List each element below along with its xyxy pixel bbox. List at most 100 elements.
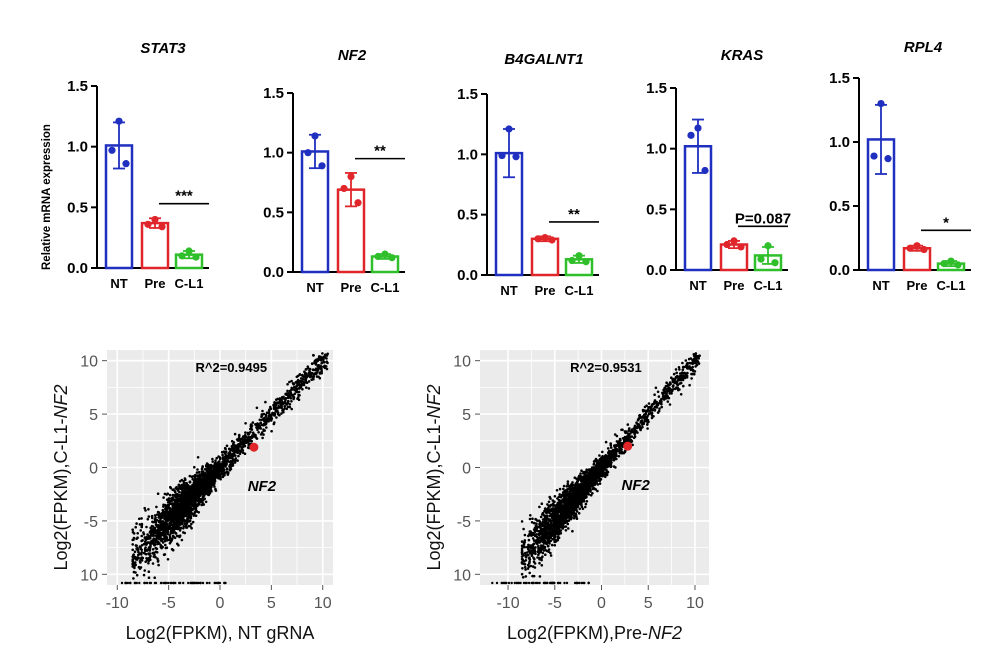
scatter-point bbox=[643, 417, 647, 421]
scatter-point bbox=[157, 516, 160, 519]
scatter-point bbox=[211, 469, 214, 473]
scatter-point bbox=[155, 529, 158, 533]
scatter-point bbox=[296, 378, 300, 382]
scatter-point bbox=[180, 520, 183, 524]
data-point bbox=[185, 247, 193, 255]
scatter-point bbox=[198, 492, 201, 496]
scatter-point bbox=[613, 433, 617, 436]
scatter-point bbox=[166, 506, 169, 509]
scatter-point bbox=[132, 538, 135, 541]
scatter-point bbox=[653, 399, 657, 402]
scatter-point bbox=[213, 485, 216, 488]
scatter-point bbox=[131, 530, 135, 534]
scatter-point bbox=[139, 561, 142, 564]
scatter-point bbox=[562, 484, 566, 488]
scatter-point bbox=[145, 581, 149, 585]
scatter-point bbox=[275, 416, 278, 419]
scatter-point bbox=[648, 409, 652, 413]
scatter-point bbox=[278, 398, 282, 401]
scatter-point bbox=[257, 431, 260, 434]
scatter-point bbox=[660, 405, 663, 409]
scatter-point bbox=[162, 496, 165, 499]
scatter-point bbox=[241, 436, 244, 440]
scatter-point bbox=[261, 436, 264, 440]
y-tick-label: 1.5 bbox=[457, 86, 478, 103]
data-point bbox=[192, 253, 200, 261]
scatter-point bbox=[164, 581, 167, 585]
scatter-point bbox=[166, 510, 169, 513]
scatter-point bbox=[528, 517, 532, 521]
scatter-point bbox=[212, 464, 216, 468]
data-point bbox=[947, 257, 955, 265]
scatter-point bbox=[304, 375, 308, 378]
scatter-point bbox=[179, 581, 182, 585]
scatter-point bbox=[237, 433, 241, 437]
scatter-point bbox=[228, 451, 232, 455]
scatter-point bbox=[230, 439, 234, 443]
scatter-point bbox=[162, 581, 166, 585]
scatter-point bbox=[293, 392, 297, 396]
scatter-point bbox=[165, 493, 168, 496]
scatter-point bbox=[188, 501, 192, 504]
scatter-point bbox=[224, 450, 228, 454]
scatter-point bbox=[306, 365, 310, 369]
scatter-point bbox=[269, 407, 273, 411]
scatter-point bbox=[251, 431, 255, 435]
scatter-point bbox=[213, 475, 217, 479]
scatter-point bbox=[126, 581, 130, 585]
scatter-point bbox=[161, 525, 164, 528]
x-tick-label: 10 bbox=[314, 595, 332, 612]
scatter-point bbox=[550, 543, 554, 547]
scatter-point bbox=[142, 532, 146, 536]
data-point bbox=[178, 252, 186, 260]
highlight-point-nf2 bbox=[249, 442, 259, 452]
scatter-point bbox=[255, 437, 259, 440]
scatter-point bbox=[536, 537, 540, 540]
scatter-point bbox=[666, 390, 669, 393]
scatter-point bbox=[132, 554, 135, 557]
scatter-point bbox=[532, 528, 536, 531]
scatter-point bbox=[216, 462, 220, 465]
scatter-point bbox=[149, 581, 153, 585]
scatter-point bbox=[174, 500, 177, 504]
scatter-point bbox=[139, 547, 142, 550]
scatter-point bbox=[524, 568, 527, 571]
scatter-point bbox=[243, 439, 246, 442]
scatter-point bbox=[226, 459, 230, 463]
scatter-point bbox=[677, 366, 681, 369]
data-point bbox=[877, 100, 885, 108]
scatter-point bbox=[162, 514, 166, 518]
y-tick-label: 1.5 bbox=[263, 85, 284, 102]
scatter-point bbox=[562, 525, 566, 529]
scatter-point bbox=[154, 516, 157, 519]
scatter-point bbox=[157, 511, 161, 514]
scatter-point bbox=[147, 570, 151, 573]
chart-title: KRAS bbox=[721, 47, 764, 64]
scatter-point bbox=[290, 392, 293, 396]
scatter-point bbox=[210, 465, 213, 469]
scatter-point bbox=[146, 533, 149, 536]
scatter-point bbox=[691, 365, 694, 369]
scatter-point bbox=[190, 526, 193, 530]
category-label: C-L1 bbox=[754, 278, 783, 293]
scatter-point bbox=[155, 505, 158, 509]
scatter-point bbox=[153, 514, 157, 517]
scatter-point bbox=[133, 581, 136, 585]
scatter-point bbox=[180, 511, 183, 515]
scatter-point bbox=[145, 543, 148, 546]
scatter-point bbox=[286, 396, 290, 400]
scatter-point bbox=[224, 452, 227, 456]
scatter-point bbox=[636, 431, 639, 434]
scatter-point bbox=[147, 552, 151, 556]
scatter-point bbox=[184, 526, 188, 529]
scatter-point bbox=[689, 357, 693, 360]
data-point bbox=[354, 199, 362, 207]
scatter-point bbox=[263, 416, 266, 420]
scatter-point bbox=[567, 495, 571, 499]
scatter-point bbox=[156, 560, 160, 563]
scatter-point bbox=[299, 377, 303, 380]
scatter-point bbox=[138, 517, 141, 521]
scatter-point bbox=[138, 581, 141, 585]
bar-nt bbox=[300, 150, 330, 274]
